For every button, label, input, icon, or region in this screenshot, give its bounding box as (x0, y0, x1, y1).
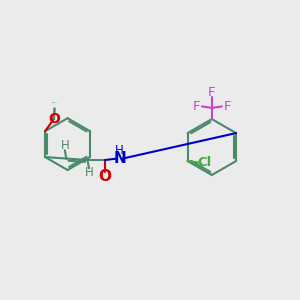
Text: F: F (224, 100, 231, 113)
Text: H: H (115, 144, 124, 157)
Text: methoxy: methoxy (51, 101, 58, 103)
Text: H: H (85, 166, 93, 179)
Text: O: O (48, 112, 60, 126)
Text: H: H (61, 140, 69, 152)
Text: F: F (193, 100, 200, 113)
Text: N: N (113, 151, 126, 166)
Text: CH₃: CH₃ (53, 102, 56, 103)
Text: O: O (99, 169, 112, 184)
Text: Cl: Cl (198, 156, 212, 169)
Text: F: F (208, 86, 216, 99)
